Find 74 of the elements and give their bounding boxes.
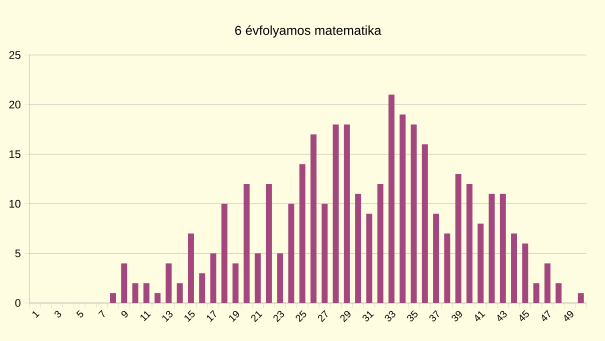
x-tick-label: 29 xyxy=(340,311,350,322)
x-tick-label: 11 xyxy=(140,311,151,322)
x-tick-label: 37 xyxy=(429,310,439,322)
x-tick-label: 17 xyxy=(206,310,216,322)
bar xyxy=(355,194,362,303)
bar xyxy=(522,243,528,303)
bar xyxy=(578,293,584,303)
bar xyxy=(154,293,161,303)
bar xyxy=(488,194,495,303)
bar xyxy=(199,273,206,303)
x-tick-label: 25 xyxy=(296,310,306,322)
y-tick-label: 10 xyxy=(10,200,20,208)
x-tick-label: 13 xyxy=(162,310,173,322)
bar xyxy=(444,234,450,303)
x-tick-label: 45 xyxy=(520,310,529,322)
y-tick-label: 15 xyxy=(10,150,20,158)
bar xyxy=(221,204,228,303)
y-tick-label: 20 xyxy=(9,100,20,108)
bar xyxy=(556,283,562,303)
x-tick-label: 21 xyxy=(251,311,262,322)
x-tick-label: 31 xyxy=(362,311,374,322)
bar xyxy=(188,234,194,303)
bar xyxy=(299,164,306,303)
bar xyxy=(377,184,384,303)
bar xyxy=(422,144,428,303)
y-tick-label: 5 xyxy=(15,250,20,258)
bar xyxy=(110,293,116,303)
x-tick-label: 41 xyxy=(475,311,486,322)
y-tick-label: 25 xyxy=(9,51,20,59)
x-tick-label: 39 xyxy=(452,311,462,322)
x-tick-label: 47 xyxy=(542,310,550,322)
bar xyxy=(254,253,261,303)
bar xyxy=(277,253,284,303)
bar xyxy=(433,214,440,303)
y-tick-label: 0 xyxy=(15,299,20,307)
bar xyxy=(466,184,472,303)
bar xyxy=(266,184,272,303)
bar xyxy=(400,114,406,303)
x-tick-label: 35 xyxy=(407,310,418,322)
x-tick-label: 19 xyxy=(229,311,240,322)
x-tick-label: 33 xyxy=(384,310,396,322)
bar xyxy=(121,263,128,303)
x-tick-label: 43 xyxy=(498,310,507,322)
bar xyxy=(176,283,183,303)
bar xyxy=(244,184,250,303)
chart-title: 6 évfolyamos matematika xyxy=(235,25,382,38)
bar xyxy=(533,283,540,303)
x-tick-label: 1 xyxy=(32,311,40,318)
bar xyxy=(388,94,394,303)
x-tick-label: 9 xyxy=(121,311,128,318)
x-tick-label: 7 xyxy=(98,310,105,318)
bar xyxy=(366,214,372,303)
bar xyxy=(332,124,339,303)
x-tick-label: 27 xyxy=(318,310,328,322)
x-tick-label: 49 xyxy=(564,311,574,322)
x-tick-label: 5 xyxy=(76,310,84,318)
bar xyxy=(344,124,350,303)
bar xyxy=(455,174,462,303)
x-tick-label: 3 xyxy=(54,310,62,318)
bar xyxy=(310,134,317,303)
bar xyxy=(500,194,506,303)
bar xyxy=(410,124,417,303)
x-tick-label: 15 xyxy=(184,310,195,322)
bar xyxy=(288,204,294,303)
bar xyxy=(322,204,328,303)
bar xyxy=(232,263,239,303)
x-tick-label: 23 xyxy=(273,310,284,322)
bar xyxy=(478,224,484,303)
bar xyxy=(511,234,518,303)
bar xyxy=(210,253,216,303)
bar xyxy=(166,263,172,303)
bar xyxy=(132,283,138,303)
bar xyxy=(544,263,550,303)
bar xyxy=(143,283,150,303)
